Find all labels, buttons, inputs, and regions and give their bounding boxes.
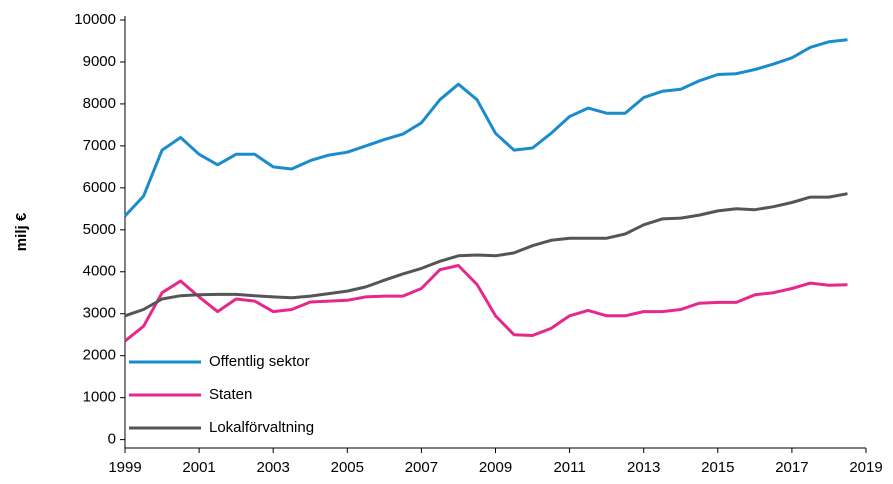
y-axis-label: milj €	[13, 212, 30, 251]
y-tick-label: 8000	[83, 95, 116, 112]
legend-label: Lokalförvaltning	[209, 419, 314, 436]
y-tick-label: 1000	[83, 389, 116, 406]
y-tick-label: 0	[108, 431, 116, 448]
y-tick-label: 9000	[83, 53, 116, 70]
x-tick-label: 2005	[331, 459, 364, 476]
x-tick-label: 1999	[108, 459, 141, 476]
x-tick-label: 2013	[627, 459, 660, 476]
y-tick-label: 7000	[83, 137, 116, 154]
series-line	[124, 264, 848, 343]
legend-label: Staten	[209, 386, 252, 403]
y-tick-label: 3000	[83, 305, 116, 322]
x-tick-label: 2015	[701, 459, 734, 476]
y-tick-label: 6000	[83, 179, 116, 196]
x-tick-label: 2007	[405, 459, 438, 476]
x-tick-label: 2001	[182, 459, 215, 476]
x-tick-label: 2011	[553, 459, 585, 476]
x-tick-label: 2017	[775, 459, 808, 476]
y-tick-label: 5000	[83, 221, 116, 238]
y-tick-label: 4000	[83, 263, 116, 280]
legend-label: Offentlig sektor	[209, 353, 310, 370]
x-tick-label: 2009	[479, 459, 512, 476]
y-tick-label: 10000	[74, 11, 116, 28]
x-tick-label: 2003	[257, 459, 290, 476]
y-tick-label: 2000	[83, 347, 116, 364]
series-line	[123, 38, 848, 218]
series-line	[124, 192, 848, 318]
x-tick-label: 2019	[849, 459, 882, 476]
